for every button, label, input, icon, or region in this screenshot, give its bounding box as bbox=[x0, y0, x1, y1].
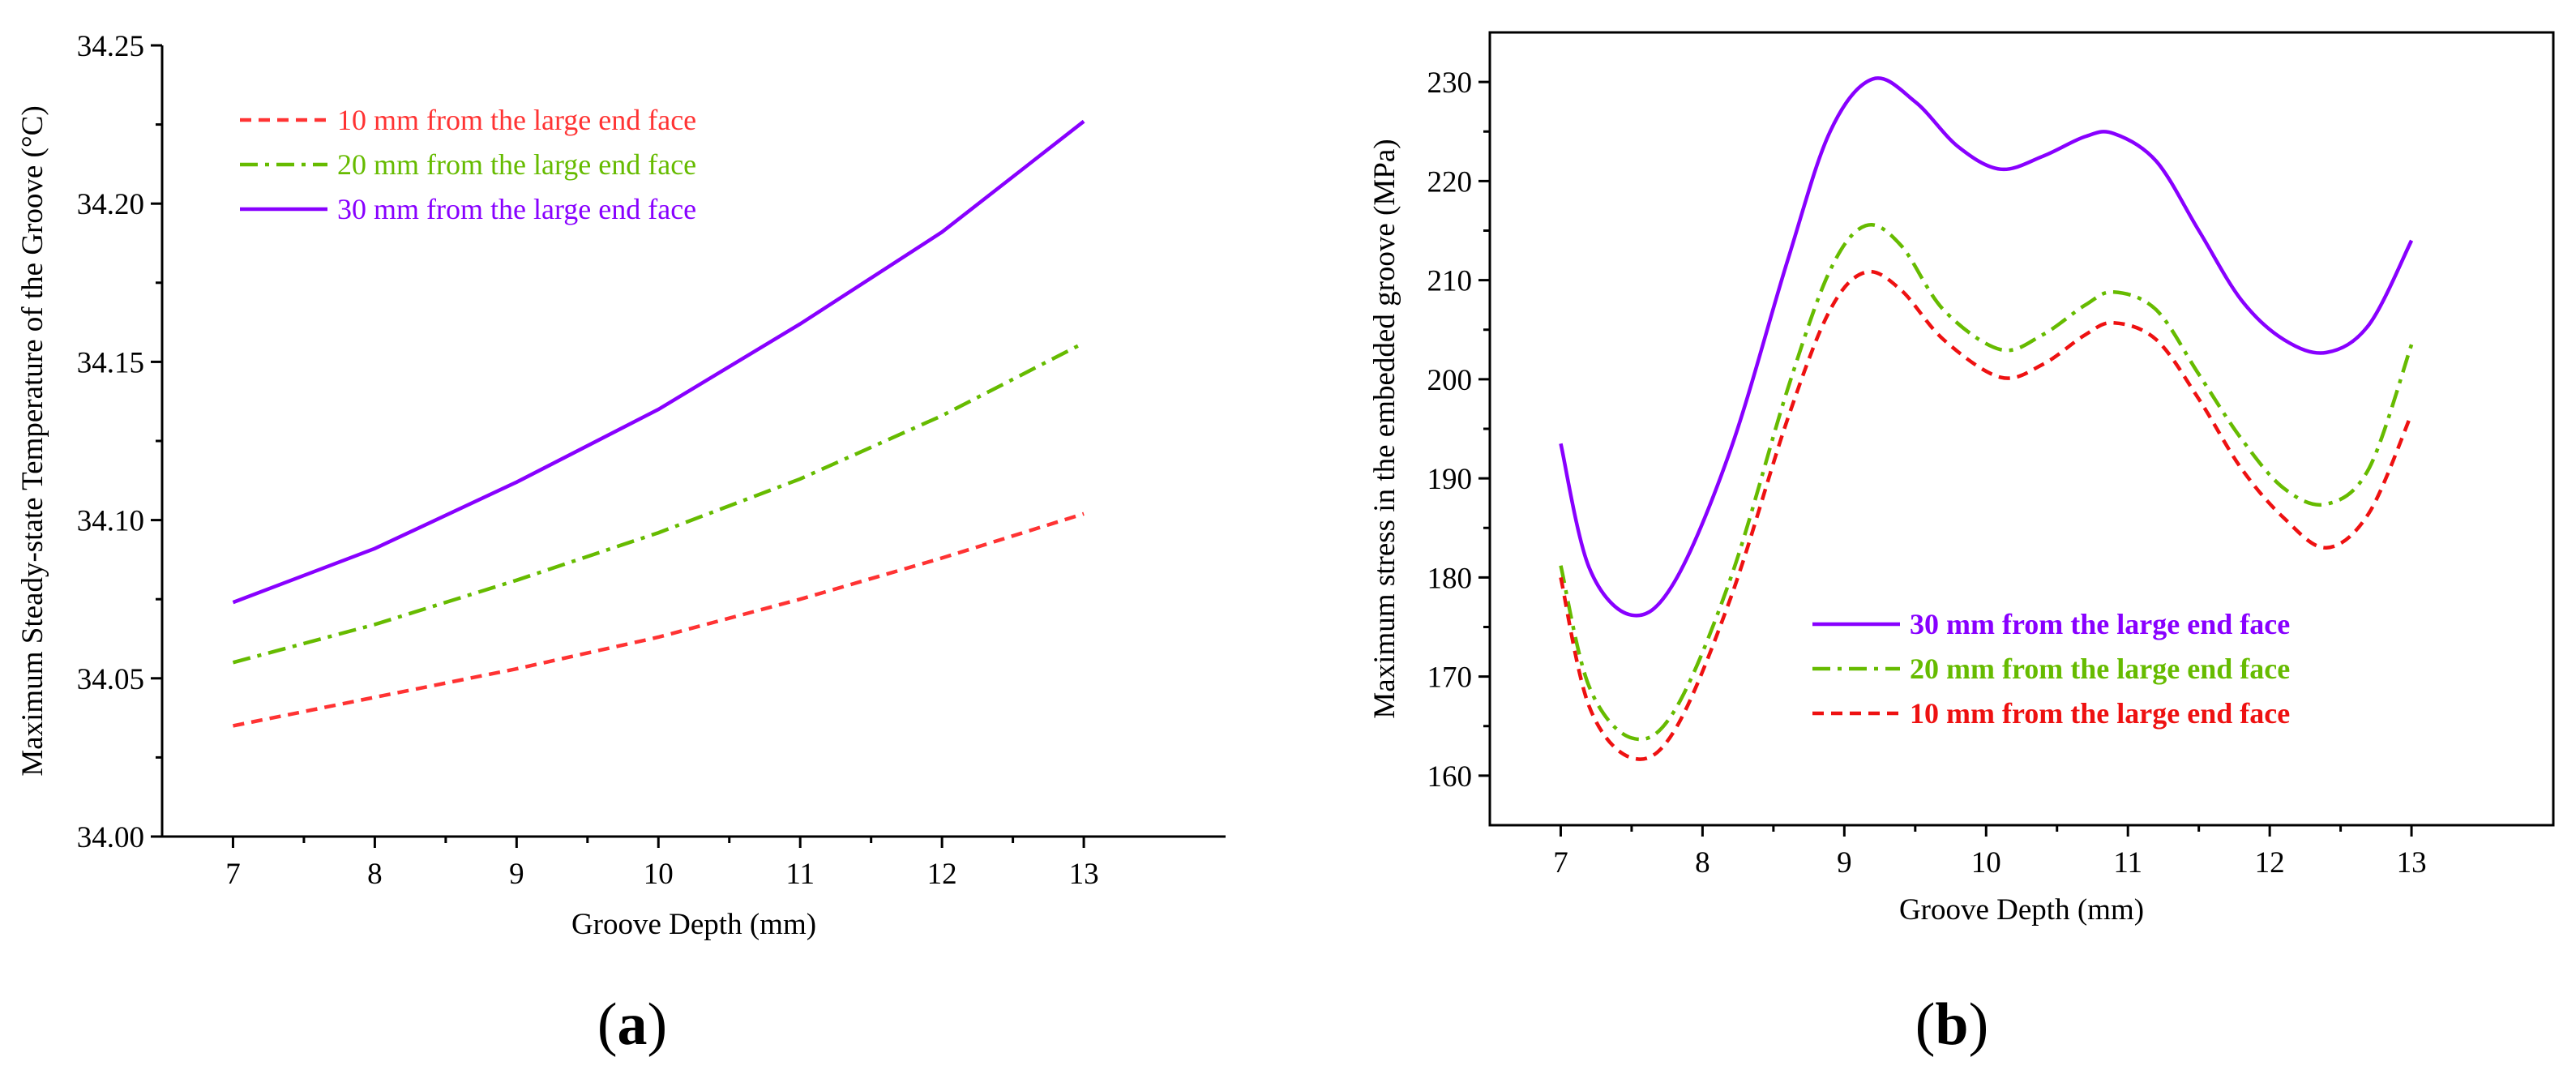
x-tick-label: 7 bbox=[1553, 846, 1568, 880]
x-tick-label: 11 bbox=[2113, 846, 2142, 880]
legend-label: 30 mm from the large end face bbox=[337, 193, 696, 225]
y-tick-label: 34.05 bbox=[77, 663, 144, 696]
x-tick-label: 11 bbox=[785, 858, 815, 891]
x-axis-label: Groove Depth (mm) bbox=[571, 908, 816, 941]
chart-a: 7 8 9 10 11 12 13 34.00 34.05 34.10 34.15 34.20 34.2… bbox=[16, 30, 1226, 941]
legend-label: 20 mm from the large end face bbox=[337, 148, 696, 181]
y-tick-label: 180 bbox=[1427, 562, 1473, 595]
legend-label: 10 mm from the large end face bbox=[1910, 697, 2290, 730]
series-line-20mm bbox=[1559, 223, 2414, 742]
y-tick-label: 34.25 bbox=[77, 30, 144, 63]
panel-label-a: (a) bbox=[597, 991, 667, 1058]
y-tick-label: 200 bbox=[1427, 364, 1473, 397]
x-tick-label: 12 bbox=[927, 858, 957, 891]
y-tick-label: 190 bbox=[1427, 463, 1473, 496]
x-tick-label: 9 bbox=[1837, 846, 1852, 880]
x-tick-label: 10 bbox=[1971, 846, 2001, 880]
axes-frame bbox=[1488, 31, 2555, 827]
series-line-30mm bbox=[232, 119, 1085, 605]
x-tick-label: 8 bbox=[1695, 846, 1710, 880]
y-tick-label: 210 bbox=[1427, 265, 1473, 298]
y-tick-label: 170 bbox=[1427, 661, 1473, 695]
series-line-30mm bbox=[1559, 76, 2414, 618]
series-line-20mm bbox=[232, 340, 1085, 665]
series-line-10mm bbox=[1559, 269, 2414, 761]
y-tick-label: 230 bbox=[1427, 66, 1473, 100]
y-tick-label: 34.00 bbox=[77, 821, 144, 854]
panel-label-b: (b) bbox=[1915, 991, 1988, 1058]
legend-label: 30 mm from the large end face bbox=[1910, 608, 2290, 640]
legend-label: 20 mm from the large end face bbox=[1910, 653, 2290, 685]
y-axis-label: Maximum stress in the embedded groove (M… bbox=[1368, 139, 1401, 718]
y-tick-label: 34.20 bbox=[77, 188, 144, 221]
y-axis-label: Maximum Steady-state Temperature of the … bbox=[16, 105, 49, 776]
x-tick-label: 9 bbox=[509, 858, 524, 891]
chart-b: 7 8 9 10 11 12 13 160 170 180 190 200 210 220 230 Groov… bbox=[1368, 31, 2555, 927]
x-tick-label: 8 bbox=[367, 858, 383, 891]
x-tick-label: 13 bbox=[2397, 846, 2427, 880]
x-tick-label: 12 bbox=[2255, 846, 2285, 880]
series-line-10mm bbox=[233, 511, 1085, 728]
x-axis-label: Groove Depth (mm) bbox=[1899, 893, 2144, 927]
x-tick-label: 13 bbox=[1069, 858, 1099, 891]
y-tick-label: 160 bbox=[1427, 760, 1473, 794]
y-tick-label: 34.15 bbox=[77, 346, 144, 379]
y-tick-label: 220 bbox=[1427, 165, 1473, 199]
x-tick-label: 10 bbox=[644, 858, 674, 891]
x-tick-label: 7 bbox=[225, 858, 241, 891]
legend-label: 10 mm from the large end face bbox=[337, 104, 696, 136]
y-tick-label: 34.10 bbox=[77, 505, 144, 538]
